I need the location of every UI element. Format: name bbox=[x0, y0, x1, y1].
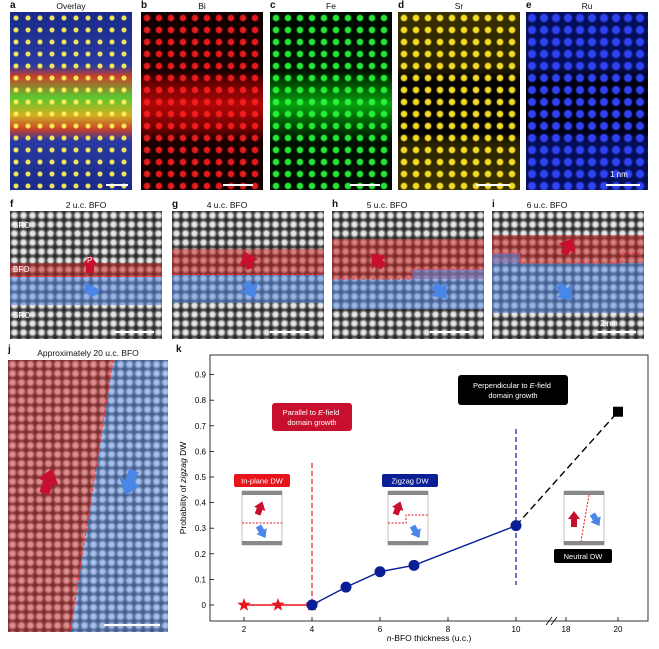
polarization-arrow-up-icon bbox=[37, 468, 59, 496]
zigzag-dw-sketch bbox=[387, 490, 429, 546]
panel-k-label: k bbox=[176, 344, 182, 355]
polarization-arrow-down-icon bbox=[555, 282, 572, 301]
y-tick-label: 0 bbox=[202, 601, 207, 610]
y-tick-label: 0.7 bbox=[195, 422, 207, 431]
polarization-arrow-up-icon bbox=[239, 251, 259, 270]
panel-g-label: g bbox=[172, 199, 179, 210]
polarization-arrow-down-icon bbox=[240, 280, 258, 298]
haadf-image-5uc bbox=[332, 211, 484, 339]
y-tick-label: 0.3 bbox=[195, 524, 207, 533]
bi-map bbox=[141, 12, 263, 190]
panel-h-label: h bbox=[332, 199, 339, 210]
y-tick-label: 0.4 bbox=[195, 499, 207, 508]
fe-map bbox=[270, 12, 392, 190]
x-axis-label: n-BFO thickness (u.c.) bbox=[387, 633, 472, 643]
haadf-image-6uc: 2 nm bbox=[492, 211, 644, 339]
layer-label-sro-top: SRO bbox=[13, 221, 31, 230]
y-axis-label: Probability of zigzag DW bbox=[178, 442, 188, 535]
neutral-dw-sketch bbox=[563, 490, 605, 546]
polarization-arrow-down-icon bbox=[119, 468, 141, 496]
panel-e-label: e bbox=[526, 0, 532, 11]
panel-d-title: Sr bbox=[454, 1, 464, 11]
probability-chart: 00.10.20.30.40.50.60.70.80.9 2 4 6 8 10 18 20 … bbox=[178, 354, 649, 643]
polarization-arrow-down-icon bbox=[431, 282, 447, 299]
panel-c-title: Fe bbox=[326, 1, 336, 11]
x-tick-label: 20 bbox=[614, 625, 623, 634]
data-point-star bbox=[237, 598, 251, 611]
data-point-circle bbox=[306, 599, 318, 611]
y-tick-label: 0.9 bbox=[195, 371, 207, 380]
sr-map bbox=[398, 12, 520, 190]
x-tick-label: 6 bbox=[378, 625, 383, 634]
annotation-perpendicular: Perpendicular to E-field domain growth bbox=[473, 381, 553, 400]
y-tick-label: 0.1 bbox=[195, 575, 207, 584]
x-tick-label: 8 bbox=[446, 625, 451, 634]
polarization-arrow-up-icon bbox=[82, 255, 98, 273]
haadf-image-2uc: SRO BFO SRO P bbox=[10, 211, 162, 339]
panel-c-label: c bbox=[270, 0, 276, 11]
series-line bbox=[515, 411, 619, 527]
polarization-arrow-down-icon bbox=[83, 282, 100, 298]
polarization-arrow-up-icon bbox=[371, 253, 387, 270]
overlay-image bbox=[10, 12, 132, 190]
panel-b-title: Bi bbox=[198, 1, 206, 11]
y-tick-label: 0.2 bbox=[195, 550, 207, 559]
label-neutral-dw: Neutral DW bbox=[564, 552, 604, 561]
y-tick-label: 0.8 bbox=[195, 396, 207, 405]
scale-bar-label: 2 nm bbox=[600, 319, 618, 328]
y-tick-label: 0.6 bbox=[195, 447, 207, 456]
haadf-image-20uc bbox=[8, 360, 168, 632]
panel-f-label: f bbox=[10, 199, 14, 210]
panel-b-label: b bbox=[141, 0, 148, 11]
scale-bar-label: 1 nm bbox=[610, 170, 628, 179]
layer-label-bfo: BFO bbox=[13, 265, 30, 274]
plot-frame bbox=[209, 354, 649, 622]
panel-e-title: Ru bbox=[581, 1, 593, 11]
panel-f-title: 2 u.c. BFO bbox=[65, 200, 107, 210]
data-point-circle bbox=[374, 566, 386, 578]
data-point-circle bbox=[510, 520, 522, 532]
data-point-circle bbox=[408, 559, 420, 571]
panel-g-title: 4 u.c. BFO bbox=[206, 200, 248, 210]
label-in-plane-dw: In-plane DW bbox=[241, 477, 284, 486]
data-point-square bbox=[613, 406, 623, 417]
label-zigzag-dw: Zigzag DW bbox=[391, 477, 429, 486]
x-tick-label: 10 bbox=[512, 625, 521, 634]
annotation-parallel: Parallel to E-field domain growth bbox=[283, 408, 342, 427]
panel-j-label: j bbox=[8, 344, 11, 355]
in-plane-dw-sketch bbox=[241, 490, 283, 546]
polarization-label: P bbox=[87, 256, 93, 265]
layer-label-sro-bottom: SRO bbox=[13, 311, 31, 320]
x-tick-label: 4 bbox=[310, 625, 315, 634]
data-point-star bbox=[271, 598, 285, 611]
polarization-arrow-up-icon bbox=[558, 238, 576, 256]
ru-map: 1 nm bbox=[526, 12, 648, 190]
panel-a-label: a bbox=[10, 0, 16, 11]
data-point-circle bbox=[340, 581, 352, 593]
y-tick-label: 0.5 bbox=[195, 473, 207, 482]
x-tick-label: 2 bbox=[242, 625, 247, 634]
panel-a-title: Overlay bbox=[56, 1, 86, 11]
haadf-image-4uc bbox=[172, 211, 324, 339]
axis-break-icon bbox=[545, 616, 558, 626]
panel-d-label: d bbox=[398, 0, 405, 11]
x-tick-label: 18 bbox=[562, 625, 571, 634]
panel-i-title: 6 u.c. BFO bbox=[526, 200, 568, 210]
panel-i-label: i bbox=[492, 199, 495, 210]
panel-h-title: 5 u.c. BFO bbox=[366, 200, 408, 210]
panel-j-title: Approximately 20 u.c. BFO bbox=[37, 348, 139, 358]
